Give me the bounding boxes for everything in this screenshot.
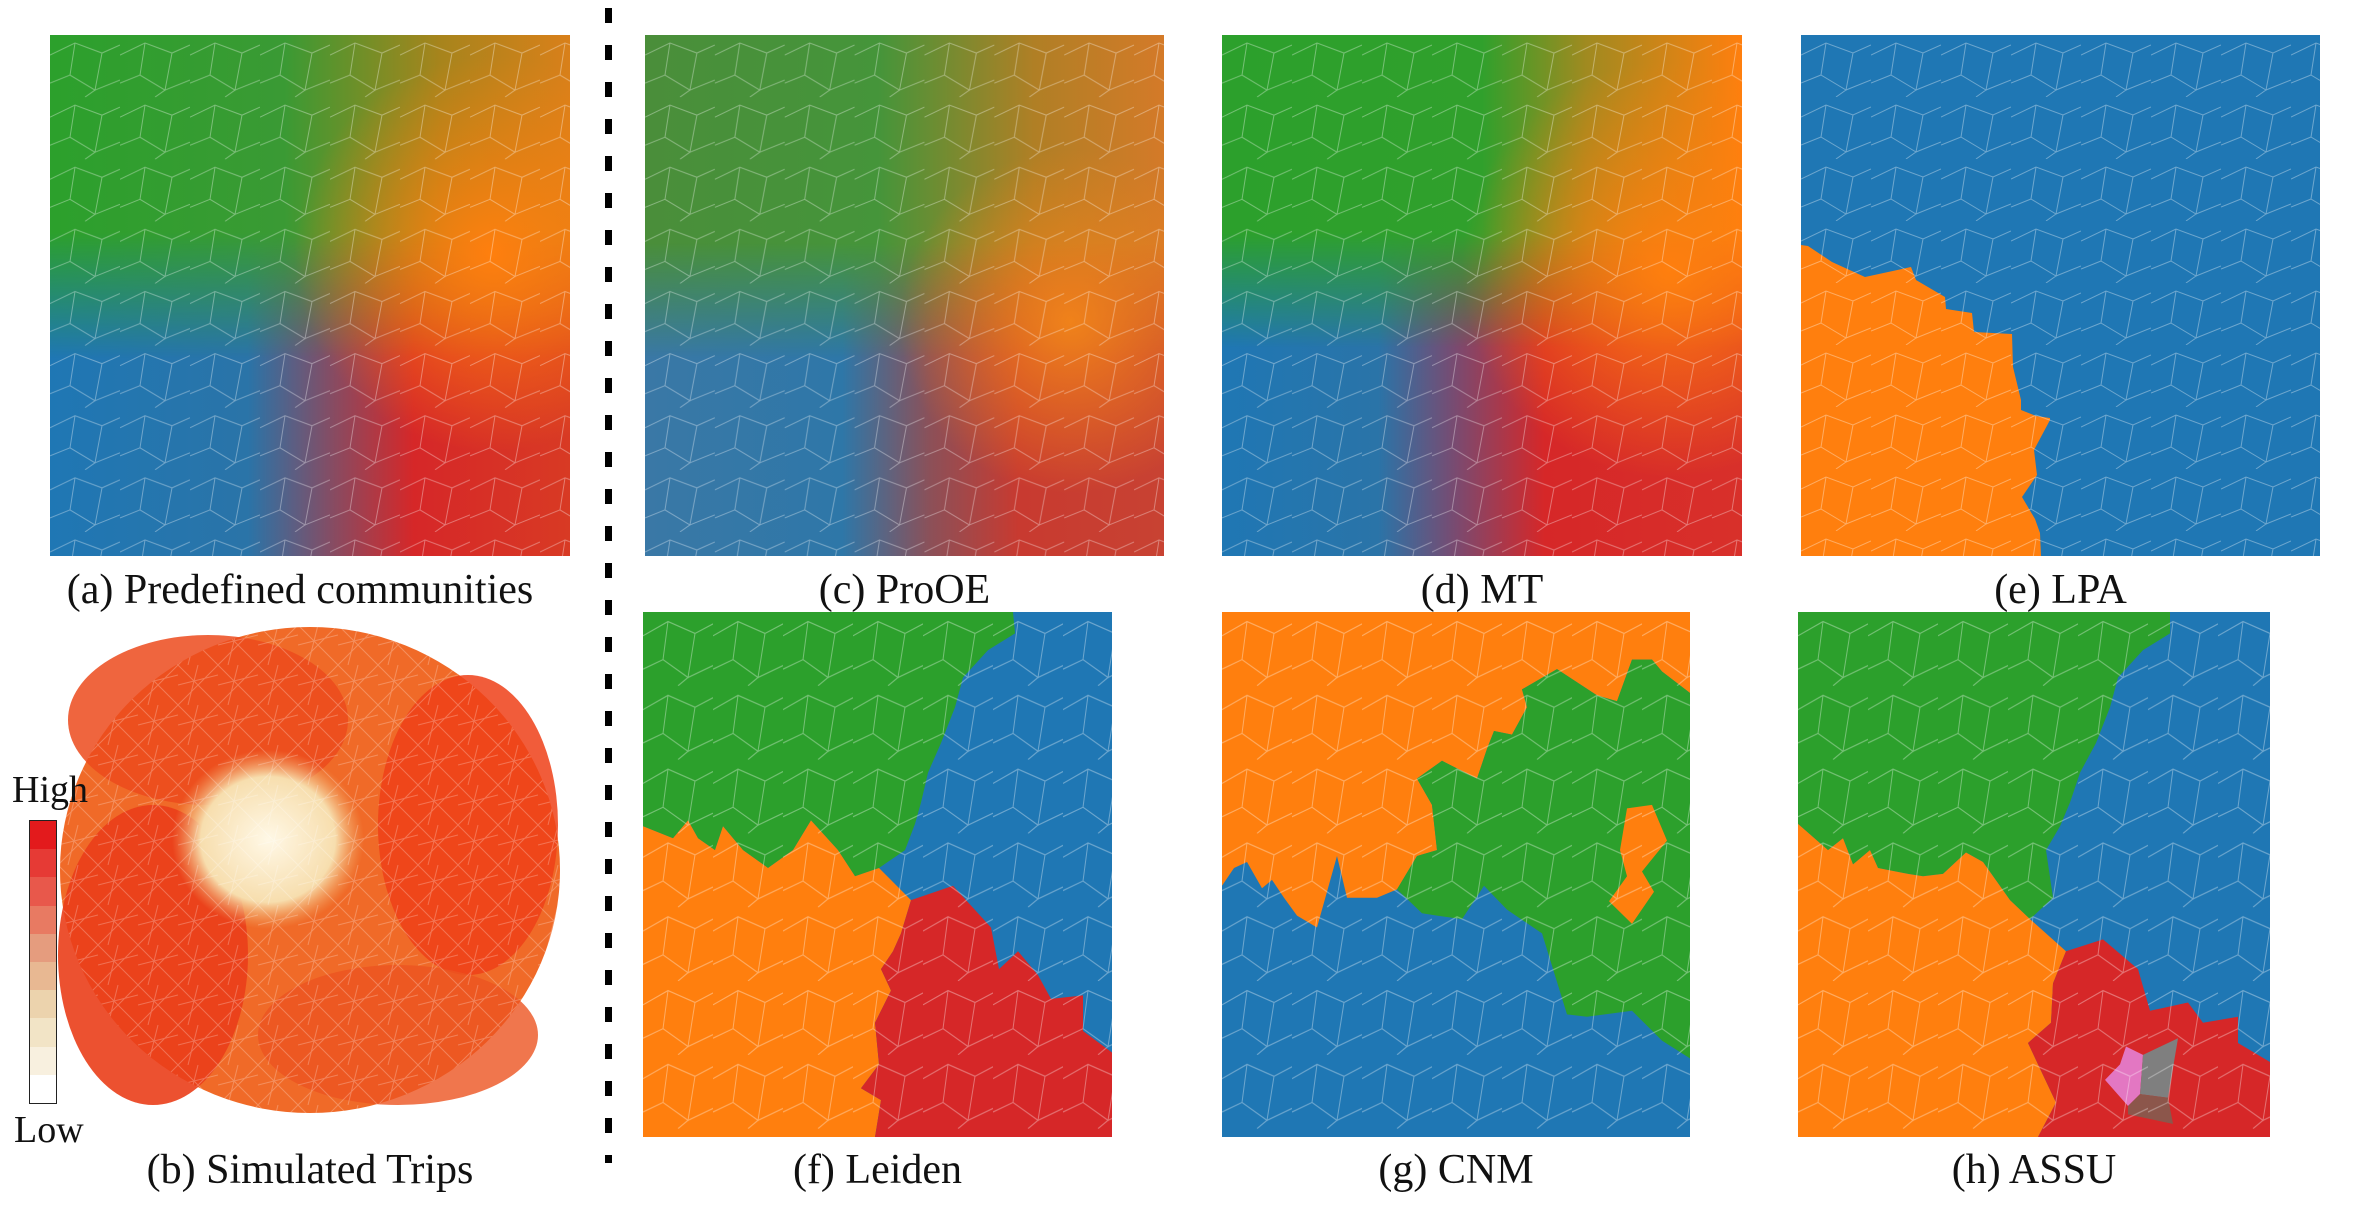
panel-g-cnm [1222, 612, 1690, 1137]
dashed-divider [605, 8, 612, 1163]
panel-e-caption: (e) LPA [1994, 567, 2127, 613]
panel-d-caption: (d) MT [1420, 567, 1544, 613]
partition-map [643, 612, 1112, 1137]
panel-f-caption: (f) Leiden [792, 1147, 963, 1193]
colorbar-step [30, 933, 56, 963]
colorbar [29, 820, 57, 1104]
panel-h-assu [1798, 612, 2270, 1137]
colorbar-step [30, 821, 56, 850]
panel-c-caption: (c) ProOE [818, 567, 991, 613]
panel-a-caption: (a) Predefined communities [66, 567, 534, 613]
panel-c-prooe [645, 35, 1164, 556]
colorbar-step [30, 877, 56, 906]
panel-f-leiden [643, 612, 1112, 1137]
gradient-community-map [645, 35, 1164, 556]
partition-map [1222, 612, 1690, 1137]
trip-network-graph [58, 627, 560, 1113]
gradient-community-map [1222, 35, 1742, 556]
panel-e-lpa [1801, 35, 2320, 556]
colorbar-step [30, 962, 56, 991]
colorbar-step [30, 1046, 56, 1075]
panel-b-caption: (b) Simulated Trips [146, 1147, 474, 1193]
partition-map [1801, 35, 2320, 556]
colorbar-low-label: Low [14, 1109, 84, 1151]
colorbar-step [30, 1074, 56, 1104]
panel-b-simulated-trips [58, 625, 563, 1115]
colorbar-high-label: High [12, 769, 88, 811]
panel-d-mt [1222, 35, 1742, 556]
panel-g-caption: (g) CNM [1378, 1147, 1534, 1193]
colorbar-step [30, 1018, 56, 1047]
colorbar-step [30, 849, 56, 878]
panel-h-caption: (h) ASSU [1951, 1147, 2117, 1193]
colorbar-step [30, 990, 56, 1019]
panel-a-predefined-communities [50, 35, 570, 556]
partition-map [1798, 612, 2270, 1137]
gradient-community-map [50, 35, 570, 556]
colorbar-step [30, 905, 56, 934]
